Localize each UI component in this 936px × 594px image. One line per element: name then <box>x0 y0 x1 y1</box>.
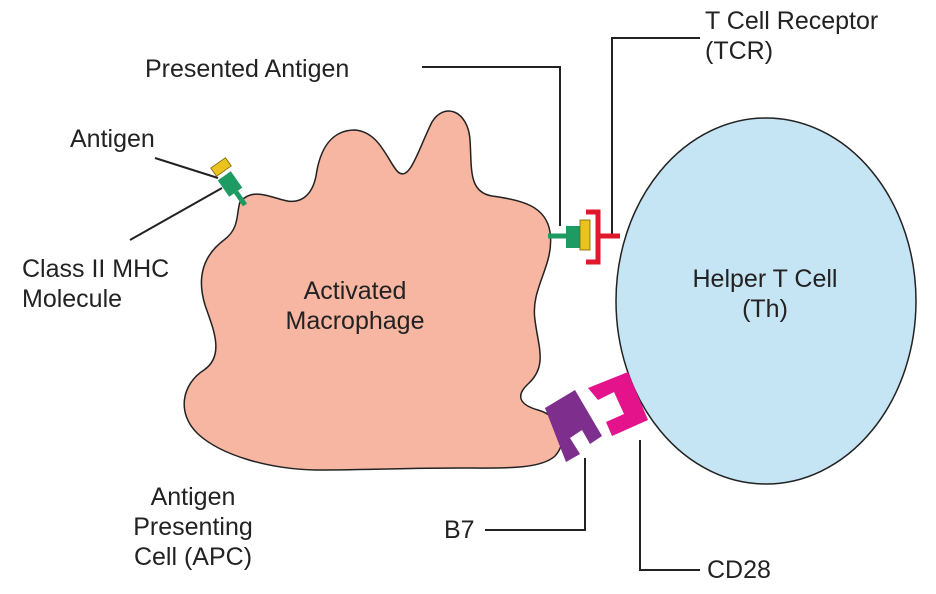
leader-line-antigen <box>154 157 219 179</box>
leader-lines <box>129 37 700 571</box>
helper-t-label-line1: Helper T Cell <box>692 265 838 293</box>
mhc-upper-body <box>217 171 243 197</box>
mhc-right-body <box>566 226 580 248</box>
tcr-label: T Cell Receptor (TCR) <box>705 6 878 66</box>
helper-t-cell <box>615 117 917 485</box>
b7-molecule <box>545 390 602 462</box>
tcr-label-line1: T Cell Receptor <box>705 7 879 35</box>
leader-line-cd28 <box>639 440 700 571</box>
tcr-shape <box>586 209 620 265</box>
leader-line-presented-antigen <box>422 66 561 226</box>
activated-macrophage <box>183 110 563 471</box>
class2-mhc-upper <box>217 171 248 207</box>
presented-antigen-label: Presented Antigen <box>145 55 350 83</box>
antigen-upper <box>210 157 232 177</box>
leader-line-class2-mhc <box>129 187 223 241</box>
leader-line-b7 <box>485 458 586 531</box>
cd28-molecule <box>588 372 648 436</box>
mhc-tcr-complex <box>548 209 620 265</box>
class2-mhc-label-line1: Class II MHC <box>22 255 170 283</box>
apc-label-line1: Antigen <box>150 483 236 511</box>
macrophage-label: Activated Macrophage <box>270 276 440 336</box>
tcr-label-line2: (TCR) <box>705 37 774 65</box>
macrophage-label-line2: Macrophage <box>285 307 425 335</box>
apc-label-line2: Presenting <box>133 513 253 541</box>
helper-t-label: Helper T Cell (Th) <box>670 264 860 324</box>
leader-line-tcr <box>611 37 700 236</box>
class2-mhc-label-line2: Molecule <box>22 285 123 313</box>
class2-mhc-label: Class II MHC Molecule <box>22 254 169 314</box>
macrophage-label-line1: Activated <box>303 277 407 305</box>
apc-label-line3: Cell (APC) <box>133 543 253 571</box>
b7-label: B7 <box>444 516 475 544</box>
apc-label: Antigen Presenting Cell (APC) <box>118 482 268 572</box>
cd28-label: CD28 <box>707 556 771 584</box>
antigen-label: Antigen <box>70 125 155 153</box>
mhc-upper-stem <box>233 190 248 207</box>
helper-t-label-line2: (Th) <box>742 295 788 323</box>
presented-antigen-block <box>579 219 591 251</box>
